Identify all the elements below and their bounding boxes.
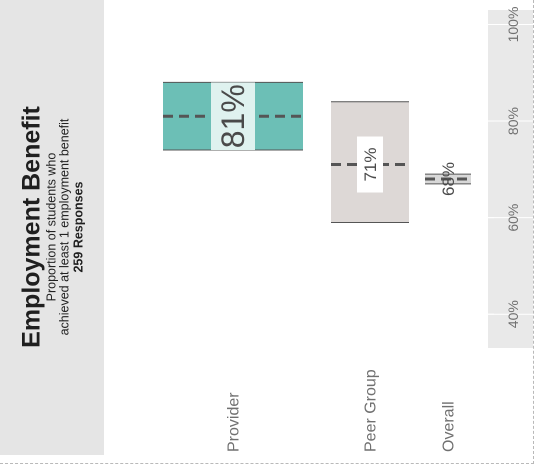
value-axis-panel <box>488 10 533 348</box>
value-label: 81% <box>215 84 251 148</box>
value-label-bg <box>211 82 255 151</box>
title-block: Employment Benefit Proportion of student… <box>17 7 86 447</box>
tick-label: 80% <box>505 107 521 135</box>
value-label: 71% <box>361 147 380 181</box>
category-labels: Provider Peer Group Overall <box>226 369 458 452</box>
responses-count: 259 Responses <box>71 181 86 273</box>
gridlines <box>488 23 533 315</box>
category-label: Peer Group <box>363 369 380 452</box>
subtitle-line-2: achieved at least 1 employment benefit <box>57 118 72 336</box>
value-label: 68% <box>439 162 458 196</box>
tick-label: 40% <box>505 300 521 328</box>
chart-plot: 40% 60% 80% 100% 71% 68% 81% Provider Peer Gro… <box>163 7 533 452</box>
tick-label: 100% <box>505 7 521 43</box>
category-label: Overall <box>441 401 458 452</box>
category-label: Provider <box>226 392 243 452</box>
value-axis-ticks: 40% 60% 80% 100% <box>488 7 521 328</box>
chart-title: Employment Benefit <box>17 106 46 348</box>
chart-marks: 71% 68% 81% <box>163 81 471 223</box>
tick-label: 60% <box>505 204 521 232</box>
value-label-bg <box>357 136 383 193</box>
title-panel: Employment Benefit Proportion of student… <box>0 0 104 455</box>
